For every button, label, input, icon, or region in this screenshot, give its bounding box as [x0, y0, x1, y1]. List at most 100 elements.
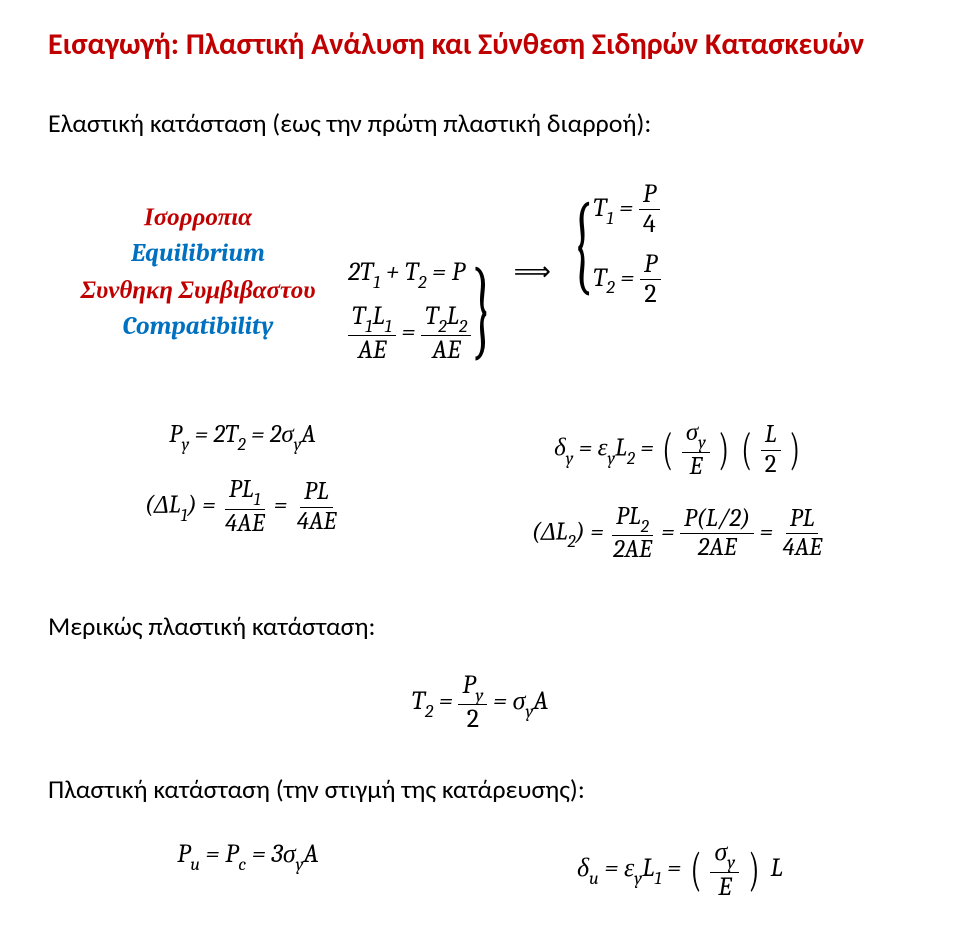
t: P — [462, 670, 475, 700]
s: 2 — [606, 277, 614, 298]
eq: = — [662, 853, 687, 883]
fraction: PL2 2AE — [609, 504, 656, 564]
num: P — [640, 251, 661, 280]
s: 2 — [627, 449, 635, 469]
t: T — [593, 262, 606, 292]
principle-labels: Ισορροπια Equilibrium Συνθηκη Συμβιβαστο… — [48, 200, 348, 345]
s: y — [294, 435, 302, 455]
denominator: AE — [428, 336, 464, 364]
subscript: 2 — [418, 272, 426, 293]
t: (ΔL — [532, 518, 568, 547]
t: L — [642, 853, 654, 883]
s: y — [698, 433, 706, 453]
t: (ΔL — [145, 491, 181, 520]
t: ) = — [576, 518, 610, 547]
plastic-heading: Πλαστική κατάσταση (την στιγμή της κατάρ… — [48, 773, 912, 805]
eq: = — [433, 686, 458, 716]
delta-u-equation: δu = εyL1 = ( σy E ) L — [577, 839, 783, 901]
t: σ — [686, 418, 698, 447]
t: δ — [554, 434, 566, 463]
d: 2AE — [694, 534, 741, 561]
d: 2AE — [609, 536, 656, 563]
d: E — [714, 873, 735, 901]
s: 2 — [459, 316, 467, 337]
implies-arrow: ⟹ — [514, 257, 551, 287]
t2-equation: T2 = Py 2 = σyA — [48, 672, 912, 734]
collapse-row: Pu = Pc = 3σyA δu = εyL1 = ( σy E ) L — [48, 839, 912, 901]
t: = ε — [599, 853, 635, 883]
n: L — [761, 422, 781, 450]
den: 4 — [639, 210, 660, 238]
s: y — [525, 701, 533, 722]
t: A — [301, 420, 315, 449]
left-column: Py = 2T2 = 2σyA (ΔL1) = PL1 4AE = PL 4AE — [48, 420, 437, 563]
t: T — [593, 193, 606, 223]
t: = ε — [573, 434, 607, 463]
pu-equation: Pu = Pc = 3σyA — [177, 839, 318, 901]
text: 2T — [348, 257, 373, 287]
fraction: T1L1 AE — [348, 303, 396, 365]
d: E — [686, 453, 707, 480]
t: = σ — [493, 686, 525, 716]
t: P — [177, 839, 190, 869]
page: Εισαγωγή: Πλαστική Ανάλυση και Σύνθεση Σ… — [0, 0, 960, 901]
page-title: Εισαγωγή: Πλαστική Ανάλυση και Σύνθεση Σ… — [48, 26, 912, 63]
eq: = — [613, 193, 638, 223]
t: ) = — [187, 491, 221, 520]
t: = 2T — [189, 420, 237, 449]
t: = P — [200, 839, 238, 869]
d: 2 — [463, 705, 483, 733]
s: y — [566, 449, 574, 469]
t: T — [352, 301, 365, 331]
t: T — [412, 686, 425, 716]
s: u — [190, 854, 200, 875]
t: PL — [616, 502, 641, 531]
d: 2 — [761, 451, 781, 478]
s: y — [476, 685, 484, 706]
label-balance-gr: Ισορροπια — [144, 200, 252, 236]
system-row: Ισορροπια Equilibrium Συνθηκη Συμβιβαστο… — [48, 175, 912, 370]
t: L — [372, 301, 384, 331]
num: P — [639, 181, 660, 210]
t: T — [425, 301, 438, 331]
n: PL — [300, 479, 333, 507]
brace-right-icon: } — [472, 266, 493, 354]
fraction: L 2 — [761, 422, 781, 478]
eq: = — [661, 518, 680, 547]
s: 1 — [654, 868, 661, 889]
fraction: P(L/2) 2AE — [680, 506, 754, 562]
s: 2 — [238, 435, 246, 455]
eq: = — [760, 518, 779, 547]
t: σ — [714, 837, 727, 867]
elastic-heading: Ελαστική κατάσταση (εως την πρώτη πλαστι… — [48, 107, 912, 139]
fraction: PL 4AE — [293, 479, 340, 535]
s: 2 — [425, 701, 433, 722]
eq-compatibility: T1L1 AE = T2L2 AE — [348, 303, 471, 365]
delta-y-equation: δy = εyL2 = ( σy E ) ( L 2 ) — [554, 420, 803, 480]
equation-system: 2T1 + T2 = P T1L1 AE = T2L2 AE — [348, 175, 661, 370]
s: 1 — [385, 316, 392, 337]
equals: = — [402, 317, 422, 347]
s: 1 — [606, 208, 613, 229]
t: L — [615, 434, 627, 463]
fraction: P 2 — [640, 251, 661, 309]
fraction: σy E — [682, 420, 710, 480]
fraction: PL 4AE — [778, 506, 825, 562]
d: 4AE — [778, 534, 825, 561]
t: = — [635, 434, 659, 463]
text: = P — [426, 257, 464, 287]
s: 1 — [254, 490, 261, 510]
s: 2 — [641, 517, 649, 537]
solution-stack: T1 = P 4 T2 = P 2 — [593, 175, 661, 314]
results-row: Py = 2T2 = 2σyA (ΔL1) = PL1 4AE = PL 4AE… — [48, 420, 912, 563]
n: PL — [786, 506, 819, 534]
fraction: PL1 4AE — [221, 477, 268, 537]
s: 2 — [567, 532, 575, 552]
fraction: P 4 — [639, 181, 660, 239]
fraction: T2L2 AE — [421, 303, 471, 365]
s: c — [238, 854, 246, 875]
s: 2 — [438, 316, 446, 337]
t: L — [770, 853, 782, 883]
t: δ — [577, 853, 589, 883]
brace-left-icon: { — [571, 201, 592, 289]
